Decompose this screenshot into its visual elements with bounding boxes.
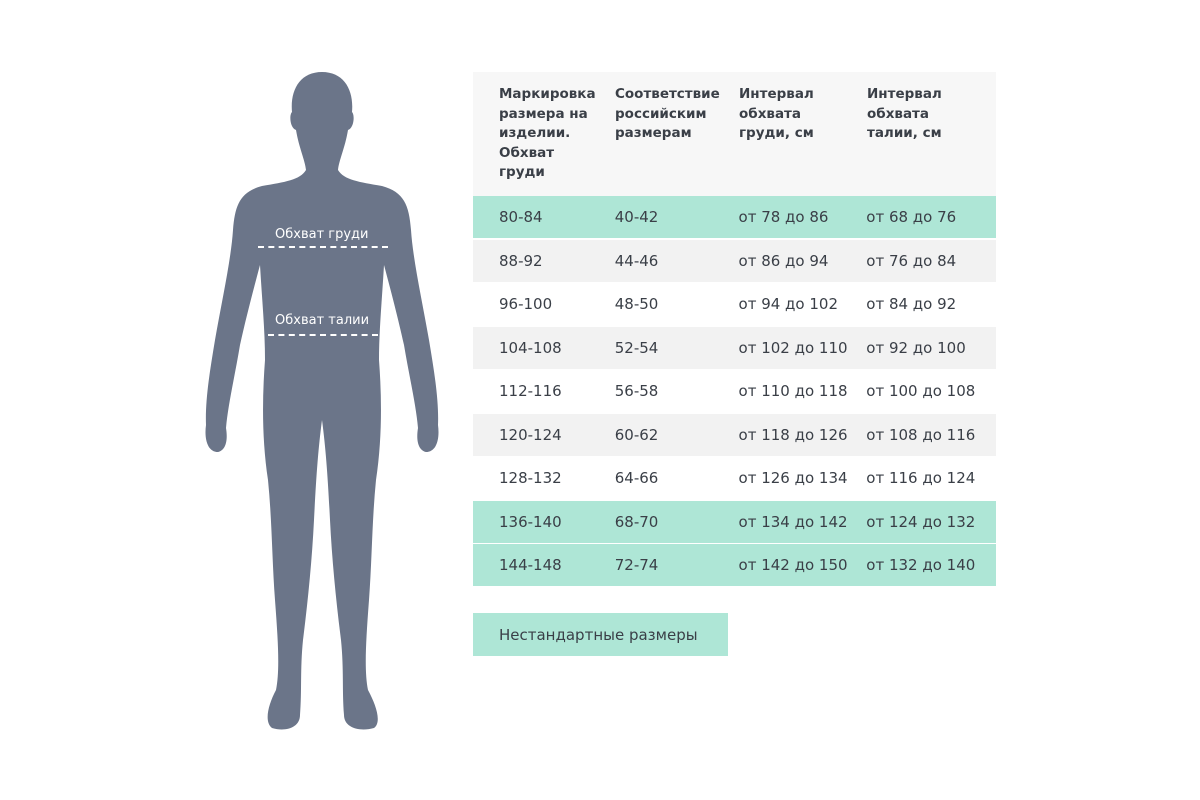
- cell-size-marking: 128-132: [499, 469, 562, 487]
- body-silhouette: Обхват груди Обхват талии: [190, 60, 460, 740]
- cell-size-marking: 96-100: [499, 295, 553, 313]
- cell-waist-range: от 68 до 76: [866, 208, 957, 226]
- waist-line: [268, 334, 378, 336]
- cell-waist-range: от 76 до 84: [866, 251, 957, 270]
- cell-size-marking: 136-140: [499, 512, 562, 531]
- cell-waist-range: от 116 до 124: [866, 469, 976, 487]
- cell-size-marking: 144-148: [499, 556, 562, 574]
- cell-chest-range: от 102 до 110: [738, 338, 848, 357]
- table-row: 104-108 52-54 от 102 до 110 от 92 до 100: [473, 326, 996, 369]
- table-row: 88-92 44-46 от 86 до 94 от 76 до 84: [473, 239, 996, 282]
- cell-russian-size: 72-74: [614, 556, 659, 574]
- cell-russian-size: 52-54: [614, 338, 659, 357]
- table-row: 112-116 56-58 от 110 до 118 от 100 до 108: [473, 370, 996, 412]
- cell-chest-range: от 126 до 134: [738, 469, 848, 487]
- cell-chest-range: от 86 до 94: [738, 251, 829, 270]
- chest-line: [258, 246, 388, 248]
- cell-russian-size: 60-62: [614, 425, 659, 444]
- size-table: Маркировка размера на изделии. Обхват гр…: [473, 72, 996, 588]
- cell-russian-size: 48-50: [614, 295, 659, 313]
- table-row: 96-100 48-50 от 94 до 102 от 84 до 92: [473, 283, 996, 325]
- cell-chest-range: от 78 до 86: [738, 208, 829, 226]
- waist-label: Обхват талии: [275, 313, 370, 328]
- cell-size-marking: 120-124: [499, 425, 562, 444]
- cell-chest-range: от 118 до 126: [738, 425, 848, 444]
- chest-label: Обхват груди: [275, 227, 369, 242]
- cell-waist-range: от 84 до 92: [866, 295, 957, 313]
- table-row: 80-84 40-42 от 78 до 86 от 68 до 76: [473, 196, 996, 238]
- header-russian-size: Соответствие российским размерам: [615, 86, 720, 141]
- table-row: 144-148 72-74 от 142 до 150 от 132 до 140: [473, 544, 996, 586]
- cell-chest-range: от 94 до 102: [738, 295, 839, 313]
- header-size-marking: Маркировка размера на изделии. Обхват гр…: [499, 86, 596, 180]
- human-silhouette-icon: [205, 72, 439, 730]
- cell-chest-range: от 110 до 118: [738, 382, 848, 400]
- cell-waist-range: от 92 до 100: [866, 338, 966, 357]
- header-waist-range: Интервал обхвата талии, см: [867, 86, 942, 141]
- cell-waist-range: от 124 до 132: [866, 512, 976, 531]
- cell-waist-range: от 108 до 116: [866, 425, 976, 444]
- cell-russian-size: 64-66: [614, 469, 659, 487]
- cell-waist-range: от 132 до 140: [866, 556, 976, 574]
- header-chest-range: Интервал обхвата груди, см: [739, 86, 814, 141]
- nonstandard-sizes-button[interactable]: Нестандартные размеры: [473, 613, 728, 656]
- table-row: 128-132 64-66 от 126 до 134 от 116 до 124: [473, 457, 996, 499]
- cell-size-marking: 88-92: [499, 251, 543, 270]
- cell-russian-size: 68-70: [614, 512, 659, 531]
- cell-russian-size: 40-42: [614, 208, 659, 226]
- cell-size-marking: 104-108: [499, 338, 562, 357]
- cell-russian-size: 56-58: [614, 382, 659, 400]
- cell-size-marking: 80-84: [499, 208, 543, 226]
- cell-waist-range: от 100 до 108: [866, 382, 976, 400]
- table-row: 120-124 60-62 от 118 до 126 от 108 до 116: [473, 413, 996, 456]
- cell-chest-range: от 142 до 150: [738, 556, 848, 574]
- table-row: 136-140 68-70 от 134 до 142 от 124 до 132: [473, 500, 996, 543]
- cell-size-marking: 112-116: [499, 382, 562, 400]
- cell-russian-size: 44-46: [614, 251, 659, 270]
- cell-chest-range: от 134 до 142: [738, 512, 848, 531]
- table-header: Маркировка размера на изделии. Обхват гр…: [473, 72, 996, 196]
